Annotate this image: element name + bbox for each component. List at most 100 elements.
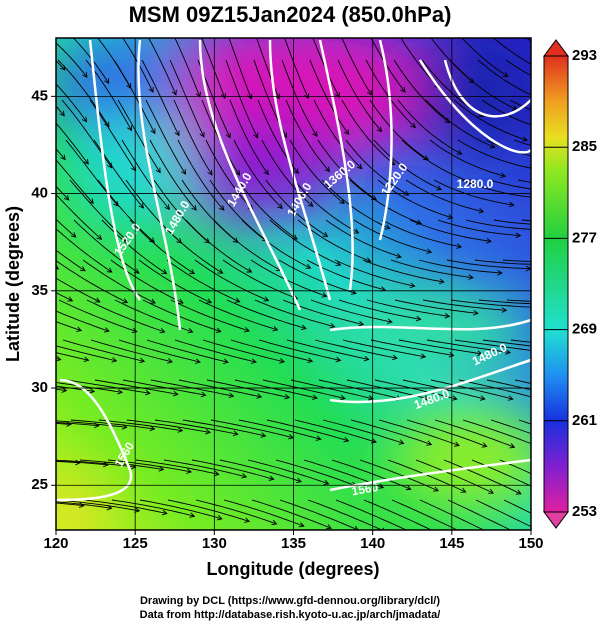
streamline: [314, 339, 398, 359]
streamline: [205, 139, 253, 210]
streamline-arrow: [149, 237, 155, 243]
streamline: [341, 99, 395, 166]
streamline: [149, 139, 197, 211]
streamline: [349, 179, 422, 225]
streamline-arrow: [363, 355, 370, 362]
streamline: [312, 38, 340, 98]
streamline: [275, 459, 357, 487]
streamline-arrow: [481, 442, 488, 448]
streamline: [262, 379, 345, 399]
streamline: [286, 339, 369, 360]
streamline-arrow: [138, 202, 144, 209]
streamlines: [56, 38, 595, 574]
streamline-arrow: [416, 219, 423, 225]
colorbar-arrow: [543, 39, 569, 57]
streamline-arrow: [81, 116, 88, 123]
streamline: [474, 259, 531, 265]
streamline: [202, 339, 285, 363]
colorbar-tick-label: 293: [572, 47, 597, 64]
streamline: [391, 499, 459, 530]
streamline-arrow: [329, 322, 336, 329]
streamline-arrow: [324, 166, 331, 173]
streamline: [369, 99, 429, 161]
streamline: [154, 419, 238, 435]
streamline: [510, 339, 531, 343]
y-tick-label: 45: [31, 87, 48, 104]
streamline-arrow: [353, 228, 360, 234]
streamline-arrow: [456, 243, 463, 249]
streamline-arrow: [149, 425, 156, 432]
streamline: [56, 249, 86, 272]
streamline: [334, 259, 415, 287]
streamline-arrow: [83, 356, 90, 363]
streamline-arrow: [293, 168, 299, 175]
y-axis-label: Latitude (degrees): [3, 206, 23, 362]
streamline: [317, 139, 377, 201]
streamline: [433, 179, 514, 206]
streamline-arrow: [398, 439, 405, 445]
streamline-arrow: [410, 122, 417, 129]
streamline-arrow: [191, 205, 197, 211]
streamline-arrow: [468, 274, 474, 280]
streamline-arrow: [148, 86, 154, 93]
streamline-arrow: [315, 435, 322, 441]
streamline: [69, 179, 128, 242]
streamline: [506, 299, 531, 302]
streamline: [56, 83, 87, 122]
streamline-arrow: [460, 487, 467, 493]
y-tick-label: 25: [31, 476, 48, 493]
streamline-arrow: [161, 509, 168, 516]
streamline: [374, 379, 457, 400]
streamline-arrow: [515, 232, 522, 239]
streamline: [486, 379, 531, 391]
streamline-arrow: [139, 357, 146, 364]
streamline: [390, 259, 474, 279]
streamline: [234, 379, 318, 399]
streamline-arrow: [515, 489, 522, 495]
streamline-arrow: [491, 532, 496, 536]
streamline: [331, 459, 411, 490]
streamline-arrow: [174, 130, 180, 137]
streamline-arrow: [532, 166, 537, 171]
streamline: [83, 499, 167, 514]
streamline-arrow: [356, 163, 363, 170]
streamline: [254, 299, 335, 328]
streamline: [321, 179, 390, 230]
streamline: [56, 459, 136, 468]
streamline-arrow: [187, 327, 194, 334]
colorbar-tick-label: 261: [572, 412, 597, 429]
streamline-arrow: [110, 551, 115, 556]
streamline-arrow: [400, 86, 406, 93]
streamline-arrow: [420, 353, 427, 359]
streamline-arrow: [164, 204, 170, 210]
streamline: [169, 59, 205, 138]
streamline-arrow: [343, 436, 350, 443]
streamline: [56, 321, 82, 332]
streamline: [82, 259, 156, 304]
streamline: [335, 499, 408, 530]
streamline-arrow: [263, 169, 269, 176]
streamline: [56, 60, 66, 71]
streamline: [370, 339, 454, 356]
streamline-arrow: [403, 190, 410, 196]
streamline: [163, 459, 247, 478]
streamline: [387, 459, 466, 493]
streamline-arrow: [468, 570, 473, 574]
streamline: [56, 345, 117, 362]
streamline-arrow: [56, 356, 62, 362]
streamline-arrow: [137, 553, 142, 558]
streamline: [350, 419, 432, 446]
streamline-arrow: [376, 126, 383, 133]
streamline: [475, 499, 531, 528]
x-tick-label: 120: [43, 535, 68, 552]
colorbar-tick-label: 269: [572, 321, 597, 338]
streamline-arrow: [590, 347, 595, 352]
streamline-arrow: [94, 297, 101, 303]
streamline: [56, 292, 73, 302]
streamline-arrow: [272, 326, 279, 332]
streamline: [194, 259, 269, 301]
streamline: [447, 499, 512, 530]
streamline: [309, 59, 350, 135]
streamline-arrow: [82, 549, 87, 554]
streamline: [513, 139, 531, 146]
